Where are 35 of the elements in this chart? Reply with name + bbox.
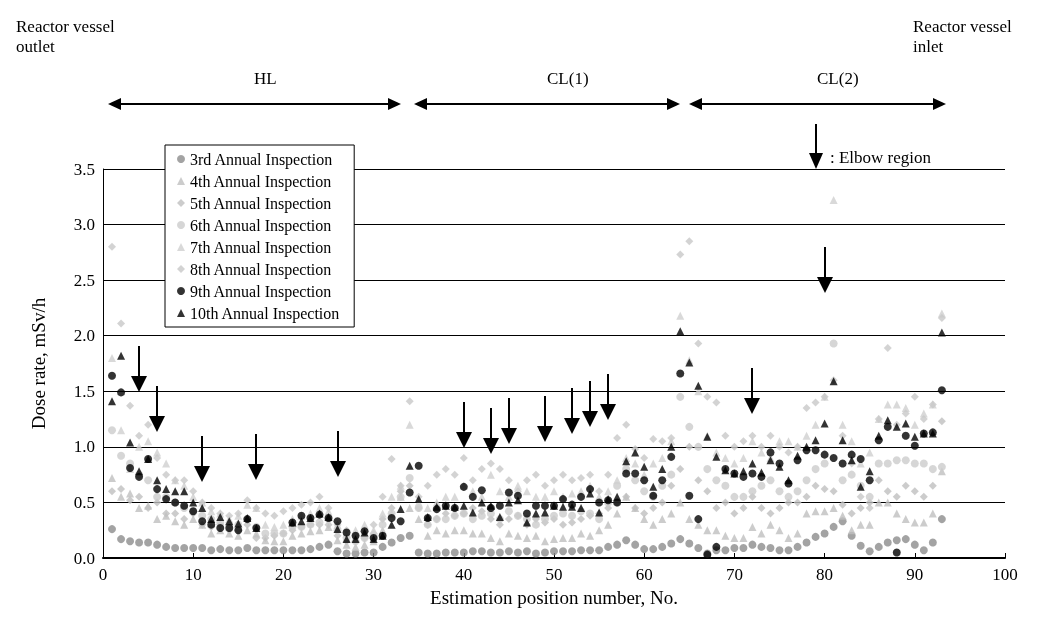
- x-tick-label: 40: [455, 565, 473, 584]
- text: Reactor vessel inlet: [913, 16, 1016, 56]
- text: Reactor vessel outlet: [16, 16, 119, 56]
- legend-label: 6th Annual Inspection: [190, 216, 332, 235]
- x-tick-label: 10: [184, 565, 202, 584]
- legend-label: 9th Annual Inspection: [190, 282, 332, 301]
- legend-label: 10th Annual Inspection: [190, 304, 340, 323]
- legend-label: 4th Annual Inspection: [190, 172, 332, 191]
- y-tick-label: 1.0: [73, 437, 95, 457]
- x-tick-label: 0: [98, 565, 108, 584]
- y-tick-label: 3.5: [73, 159, 95, 179]
- y-tick-label: 0.5: [73, 492, 95, 512]
- legend-label: 8th Annual Inspection: [190, 260, 332, 279]
- text: : Elbow region: [830, 147, 932, 167]
- text: CL(2): [817, 68, 859, 88]
- x-axis-title: Estimation position number, No.: [430, 587, 678, 608]
- legend-label: 5th Annual Inspection: [190, 194, 332, 213]
- x-tick-label: 50: [545, 565, 563, 584]
- x-tick-label: 60: [635, 565, 653, 584]
- y-tick-label: 3.0: [73, 215, 95, 235]
- x-tick-label: 30: [365, 565, 383, 584]
- text: CL(1): [547, 68, 589, 88]
- y-axis-title: Dose rate, mSv/h: [28, 297, 49, 430]
- legend-label: 3rd Annual Inspection: [190, 150, 333, 169]
- x-tick-label: 80: [816, 565, 834, 584]
- y-tick-label: 0.0: [73, 548, 95, 568]
- y-tick-label: 1.5: [73, 381, 95, 401]
- x-tick-label: 90: [906, 565, 924, 584]
- x-tick-label: 20: [274, 565, 292, 584]
- x-tick-label: 100: [992, 565, 1018, 584]
- y-tick-label: 2.0: [73, 326, 95, 346]
- legend-label: 7th Annual Inspection: [190, 238, 332, 257]
- x-tick-label: 70: [725, 565, 743, 584]
- text: HL: [254, 68, 277, 88]
- y-tick-label: 2.5: [73, 270, 95, 290]
